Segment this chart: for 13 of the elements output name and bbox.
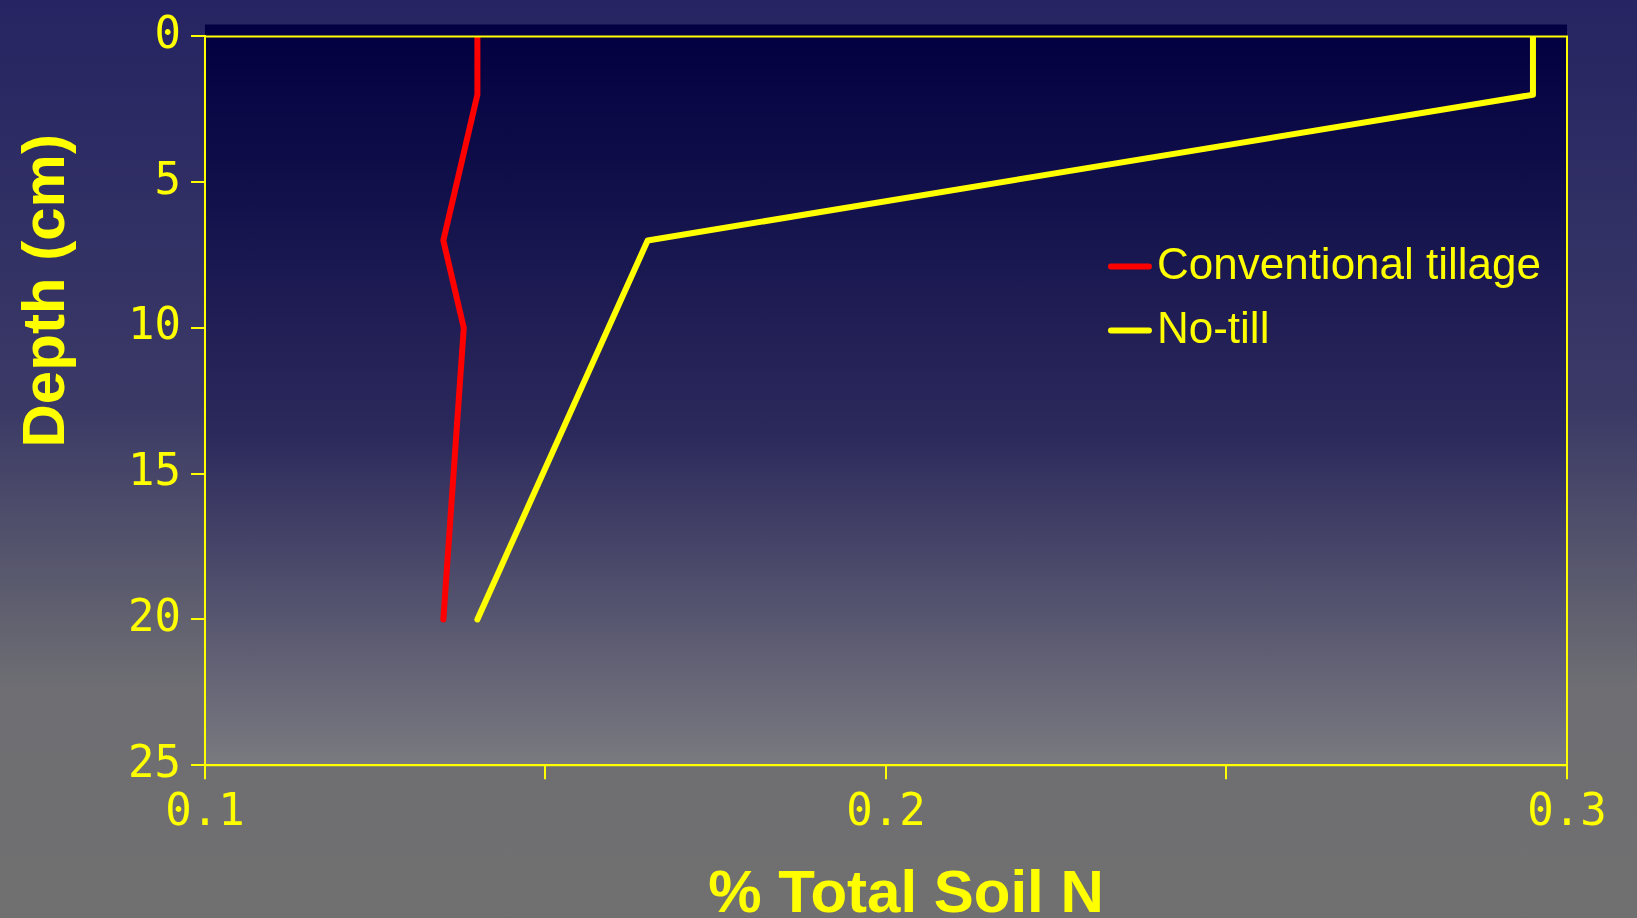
y-tick-label: 10 — [128, 298, 181, 350]
x-axis-title: % Total Soil N — [708, 858, 1104, 918]
y-tick-label: 5 — [154, 152, 181, 204]
y-axis-title: Depth (cm) — [10, 134, 77, 448]
y-tick-label: 15 — [128, 444, 181, 496]
y-tick-label: 25 — [128, 735, 181, 787]
x-tick-label: 0.2 — [846, 784, 926, 836]
legend-label: Conventional tillage — [1156, 238, 1542, 288]
y-tick-label: 0 — [154, 6, 181, 58]
y-tick-label: 20 — [128, 589, 181, 641]
legend-label: No-till — [1156, 302, 1270, 352]
x-tick-label: 0.3 — [1527, 784, 1607, 836]
x-tick-label: 0.1 — [165, 784, 245, 836]
